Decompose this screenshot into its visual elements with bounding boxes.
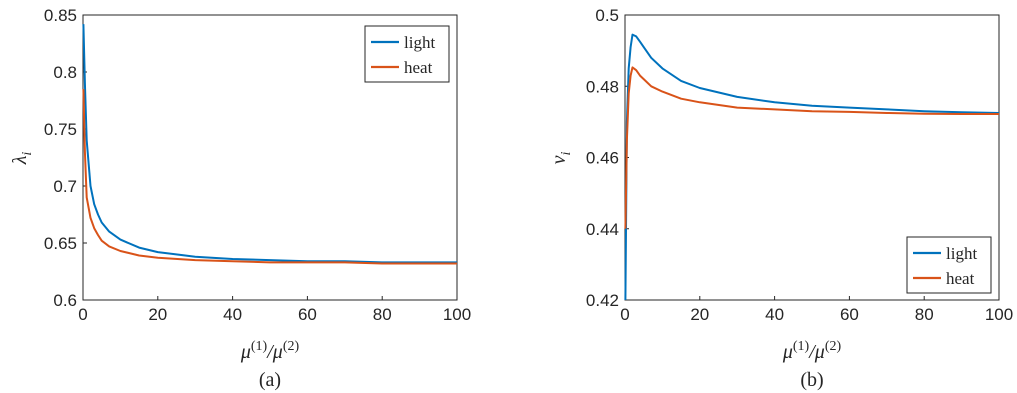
x-tick-label: 20 — [690, 305, 709, 324]
panel-a: 0 20 40 60 80 100 0.6 0.65 0.7 0.75 0.8 0.85 μ(1)/… — [9, 6, 471, 391]
x-tick-label: 60 — [840, 305, 859, 324]
legend-label-light-b: light — [946, 244, 977, 263]
y-tick-label: 0.42 — [586, 291, 619, 310]
legend-b: light heat — [906, 236, 992, 294]
series-line-heat — [82, 89, 457, 265]
series-lines-b — [624, 33, 1000, 301]
x-tick-label: 40 — [223, 305, 242, 324]
x-axis-label-b: μ(1)/μ(2) — [782, 339, 842, 363]
y-axis-label-a: λi — [9, 152, 35, 166]
x-tick-label: 0 — [78, 305, 87, 324]
y-tick-label: 0.7 — [53, 177, 77, 196]
x-ticks-a: 0 20 40 60 80 100 — [78, 296, 471, 324]
y-tick-label: 0.44 — [586, 220, 619, 239]
legend-label-heat-a: heat — [404, 58, 433, 77]
series-line-light — [624, 33, 1000, 301]
legend-a: light heat — [364, 25, 450, 83]
x-ticks-b: 0 20 40 60 80 100 — [620, 296, 1013, 324]
legend-label-light-a: light — [404, 33, 435, 52]
legend-box-a — [364, 25, 450, 83]
series-line-light — [82, 24, 457, 264]
y-ticks-a: 0.6 0.65 0.7 0.75 0.8 0.85 — [44, 6, 87, 310]
panel-b: 0 20 40 60 80 100 0.42 0.44 0.46 0.48 0.5 μ(1)/μ(… — [548, 6, 1013, 391]
x-tick-label: 20 — [148, 305, 167, 324]
caption-a: (a) — [259, 369, 281, 391]
x-tick-label: 80 — [915, 305, 934, 324]
y-tick-label: 0.85 — [44, 6, 77, 25]
y-tick-label: 0.8 — [53, 63, 77, 82]
y-axis-label-b: vi — [548, 152, 574, 165]
series-line-heat — [624, 66, 999, 229]
y-tick-label: 0.75 — [44, 120, 77, 139]
y-tick-label: 0.6 — [53, 291, 77, 310]
y-tick-label: 0.65 — [44, 234, 77, 253]
caption-b: (b) — [800, 369, 823, 391]
legend-box-b — [906, 236, 992, 294]
x-tick-label: 80 — [373, 305, 392, 324]
series-lines-a — [82, 24, 457, 265]
x-tick-label: 0 — [620, 305, 629, 324]
y-tick-label: 0.46 — [586, 149, 619, 168]
x-tick-label: 40 — [765, 305, 784, 324]
x-tick-label: 60 — [298, 305, 317, 324]
x-axis-label-a: μ(1)/μ(2) — [240, 339, 300, 363]
legend-label-heat-b: heat — [946, 269, 975, 288]
x-tick-label: 100 — [443, 305, 471, 324]
y-tick-label: 0.5 — [595, 6, 619, 25]
y-ticks-b: 0.42 0.44 0.46 0.48 0.5 — [586, 6, 629, 310]
y-tick-label: 0.48 — [586, 77, 619, 96]
x-tick-label: 100 — [985, 305, 1013, 324]
